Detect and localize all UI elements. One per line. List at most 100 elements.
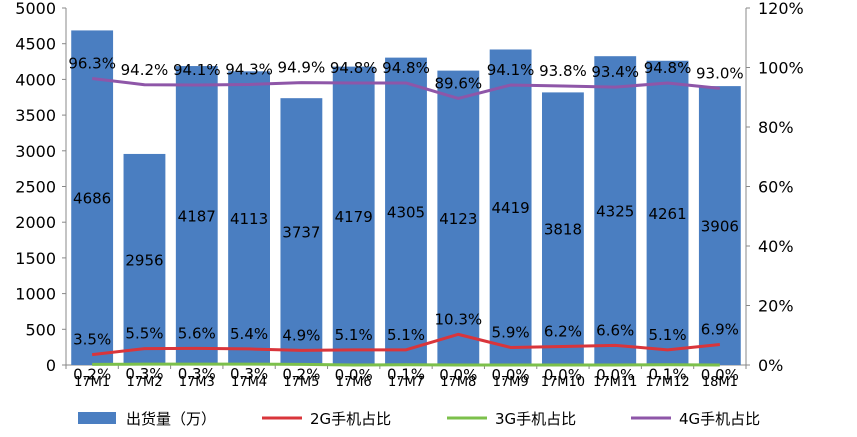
x-tick-label: 17M7 (388, 375, 424, 390)
left-tick-label: 4500 (15, 35, 56, 54)
line-value-label: 93.8% (539, 62, 587, 80)
left-tick-label: 4000 (15, 70, 56, 89)
bar-value-label: 4179 (335, 208, 373, 226)
left-tick-label: 2000 (15, 213, 56, 232)
bar-value-label: 4419 (492, 199, 530, 217)
right-tick-label: 120% (758, 0, 804, 18)
line-value-label: 5.1% (387, 326, 425, 344)
line-value-label: 93.0% (696, 64, 744, 82)
line-value-label: 5.9% (492, 323, 530, 341)
line-value-label: 0.2% (282, 365, 320, 383)
bars-layer (71, 30, 741, 366)
bar (437, 70, 480, 365)
right-tick-label: 100% (758, 59, 804, 78)
line-value-label: 0.2% (73, 365, 111, 383)
bar-value-label: 3737 (282, 224, 320, 242)
series-line-0 (91, 332, 720, 357)
left-tick-label: 3000 (15, 142, 56, 161)
line-value-label: 0.1% (387, 366, 425, 384)
line-value-label: 96.3% (68, 55, 116, 73)
bar-value-label: 3906 (701, 218, 739, 236)
line-value-label: 0.3% (230, 365, 268, 383)
left-tick-label: 1500 (15, 249, 56, 268)
bar-value-label: 4187 (178, 208, 216, 226)
line-value-label: 5.1% (648, 326, 686, 344)
legend-label: 4G手机占比 (679, 410, 760, 428)
bar-value-label: 4686 (73, 190, 111, 208)
line-value-label: 10.3% (434, 310, 482, 328)
series-line-1 (92, 362, 720, 367)
line-value-label: 89.6% (434, 74, 482, 92)
line-value-label: 3.5% (73, 331, 111, 349)
line-value-label: 0.0% (335, 366, 373, 384)
x-tick-label: 17M4 (231, 375, 267, 390)
bar (332, 66, 375, 366)
legend-swatch (78, 412, 116, 424)
line-value-label: 0.3% (125, 365, 163, 383)
bar-value-label: 2956 (125, 251, 163, 269)
left-tick-label: 0 (46, 356, 56, 375)
line-value-label: 0.0% (492, 366, 530, 384)
line-value-label: 0.0% (439, 366, 477, 384)
x-tick-label: 17M11 (593, 375, 637, 390)
line-value-label: 0.0% (544, 366, 582, 384)
lines-layer (91, 77, 720, 367)
bar (489, 49, 532, 365)
bar (698, 86, 741, 365)
line-value-label: 94.1% (173, 61, 221, 79)
line-value-label: 0.3% (178, 365, 216, 383)
right-tick-label: 40% (758, 237, 794, 256)
x-tick-label: 17M2 (126, 375, 162, 390)
bar-value-label: 4113 (230, 210, 268, 228)
left-tick-label: 5000 (15, 0, 56, 18)
bar (280, 98, 323, 366)
bar (385, 57, 427, 366)
line-value-label: 94.2% (121, 61, 169, 79)
line-value-label: 94.8% (382, 59, 430, 77)
line-value-label: 4.9% (282, 326, 320, 344)
right-tick-label: 60% (758, 178, 794, 197)
line-value-label: 6.9% (701, 320, 739, 338)
x-tick-label: 17M10 (541, 375, 585, 390)
line-value-label: 94.1% (487, 61, 535, 79)
right-tick-label: 20% (758, 297, 794, 316)
bar-value-label: 4261 (648, 205, 686, 223)
left-tick-label: 1000 (15, 285, 56, 304)
bar (594, 56, 637, 365)
line-value-label: 94.3% (225, 60, 273, 78)
line-value-label: 6.6% (596, 321, 634, 339)
line-value-label: 6.2% (544, 323, 582, 341)
axes-layer: 0 500 1000 1500 2000 2500 3000 3500 4000 4500 5000… (15, 0, 803, 390)
bar (123, 153, 166, 365)
data-labels-layer: 4686 2956 4187 4113 3737 4179 4305 4123 4419 3818… (68, 55, 743, 384)
bar-value-label: 4123 (439, 210, 477, 228)
x-tick-label: 18M1 (702, 375, 738, 390)
x-tick-label: 17M5 (283, 375, 319, 390)
line-value-label: 94.9% (278, 59, 326, 77)
line-value-label: 5.5% (125, 325, 163, 343)
right-tick-label: 0% (758, 356, 783, 375)
line-value-label: 0.0% (596, 366, 634, 384)
line-value-label: 94.8% (644, 59, 692, 77)
line-value-label: 5.1% (335, 326, 373, 344)
x-tick-label: 17M12 (645, 375, 689, 390)
bar-value-label: 3818 (544, 221, 582, 239)
left-tick-label: 500 (25, 320, 56, 339)
line-value-label: 5.6% (178, 324, 216, 342)
x-tick-label: 17M9 (493, 375, 529, 390)
bar (646, 60, 689, 366)
legend-label: 2G手机占比 (310, 410, 391, 428)
line-value-label: 0.1% (648, 366, 686, 384)
left-tick-label: 3500 (15, 106, 56, 125)
line-value-label: 93.4% (591, 63, 639, 81)
right-tick-label: 80% (758, 118, 794, 137)
x-tick-label: 17M3 (179, 375, 215, 390)
bar-value-label: 4325 (596, 203, 634, 221)
legend-label: 出货量（万） (126, 410, 216, 428)
series-line-2 (91, 77, 720, 100)
bar (175, 66, 218, 365)
bar (542, 92, 584, 365)
bar (228, 71, 270, 366)
